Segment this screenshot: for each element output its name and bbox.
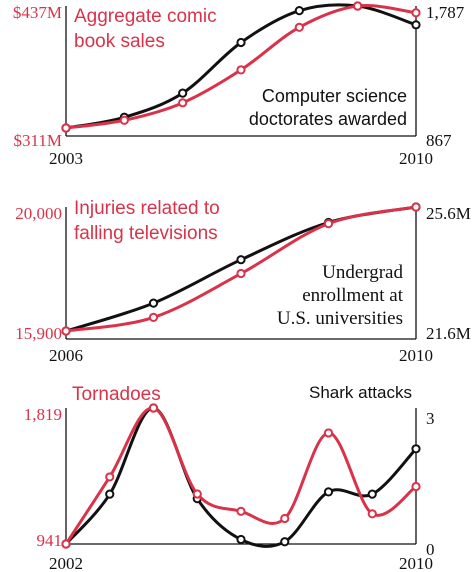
series-label-red: Aggregate comic book sales: [74, 6, 217, 52]
series-label-red: Tornadoes: [72, 384, 161, 405]
data-point: [148, 298, 159, 308]
data-point: [61, 539, 71, 549]
series-label-line: U.S. universities: [277, 308, 403, 329]
data-point: [294, 22, 304, 32]
series-label-line: book sales: [74, 31, 165, 52]
series-label-line: Undergrad: [322, 262, 403, 283]
series-label-line: falling televisions: [74, 223, 218, 244]
right-axis-top-label: 3: [426, 409, 435, 428]
series-black: [61, 403, 421, 549]
data-point: [280, 537, 290, 547]
right-axis-bottom-label: 867: [426, 131, 452, 150]
data-point: [148, 403, 159, 413]
data-point: [411, 8, 421, 18]
x-end-tick-label: 2010: [399, 554, 433, 572]
data-point: [280, 513, 290, 524]
series-label-line: Aggregate comic: [74, 6, 217, 27]
data-point: [323, 428, 334, 438]
data-point: [411, 202, 421, 212]
series-line: [64, 406, 418, 548]
series-label-black: Computer science doctorates awarded: [249, 86, 407, 129]
right-axis-bottom-label: 0: [426, 540, 435, 559]
series-label-line: Injuries related to: [74, 198, 220, 219]
data-point: [178, 98, 188, 108]
data-point: [236, 506, 246, 516]
left-axis-bottom-label: $311M: [14, 131, 63, 150]
data-point: [192, 489, 202, 499]
left-axis-top-label: $437M: [13, 3, 62, 22]
data-point: [178, 88, 188, 98]
right-axis-top-label: 1,787: [426, 3, 465, 22]
series-label-line: Tornadoes: [72, 384, 161, 405]
x-end-tick-label: 2010: [399, 149, 433, 168]
series-label-line: Shark attacks: [309, 383, 412, 402]
data-point: [105, 489, 115, 499]
right-axis-bottom-label: 21.6M: [426, 324, 471, 343]
series-label-line: enrollment at: [302, 285, 403, 306]
chart-panel-2: 2006 2010 20,000 15,900 25.6M 21.6M Injuries r…: [15, 198, 471, 365]
data-point: [236, 268, 246, 279]
series-label-line: Computer science: [262, 86, 407, 106]
data-point: [323, 487, 334, 497]
left-axis-top-label: 20,000: [15, 204, 62, 223]
x-start-tick-label: 2003: [49, 149, 83, 168]
data-point: [236, 534, 246, 545]
left-axis-bottom-label: 941: [37, 531, 63, 550]
right-axis-top-label: 25.6M: [426, 204, 471, 223]
series-red: [61, 403, 421, 549]
data-point: [236, 255, 246, 265]
data-point: [411, 444, 421, 454]
x-start-tick-label: 2002: [49, 554, 83, 572]
data-point: [353, 1, 363, 11]
data-point: [236, 37, 246, 48]
data-point: [61, 123, 71, 133]
x-start-tick-label: 2006: [49, 346, 83, 365]
series-label-black: Undergrad enrollment at U.S. universities: [277, 262, 404, 329]
data-point: [119, 115, 129, 125]
data-point: [367, 509, 377, 519]
series-red: [61, 1, 421, 133]
series-red: [61, 202, 421, 336]
data-point: [61, 326, 71, 336]
chart-panel-3: 2002 2010 1,819 941 3 0 Tornadoes Shark attacks: [24, 383, 435, 572]
data-point: [148, 312, 159, 322]
data-point: [411, 481, 421, 492]
data-point: [411, 20, 421, 30]
x-end-tick-label: 2010: [399, 346, 433, 365]
left-axis-bottom-label: 15,900: [15, 324, 62, 343]
data-point: [236, 65, 246, 75]
data-point: [294, 6, 304, 16]
data-point: [367, 489, 377, 499]
left-axis-top-label: 1,819: [24, 405, 62, 424]
series-label-black: Shark attacks: [309, 383, 412, 402]
chart-panel-1: 2003 2010 $437M $311M 1,787 867 Aggregate comi…: [13, 1, 465, 168]
data-point: [105, 472, 115, 482]
series-label-red: Injuries related to falling televisions: [74, 198, 220, 244]
data-point: [323, 219, 334, 229]
series-label-line: doctorates awarded: [249, 109, 407, 129]
